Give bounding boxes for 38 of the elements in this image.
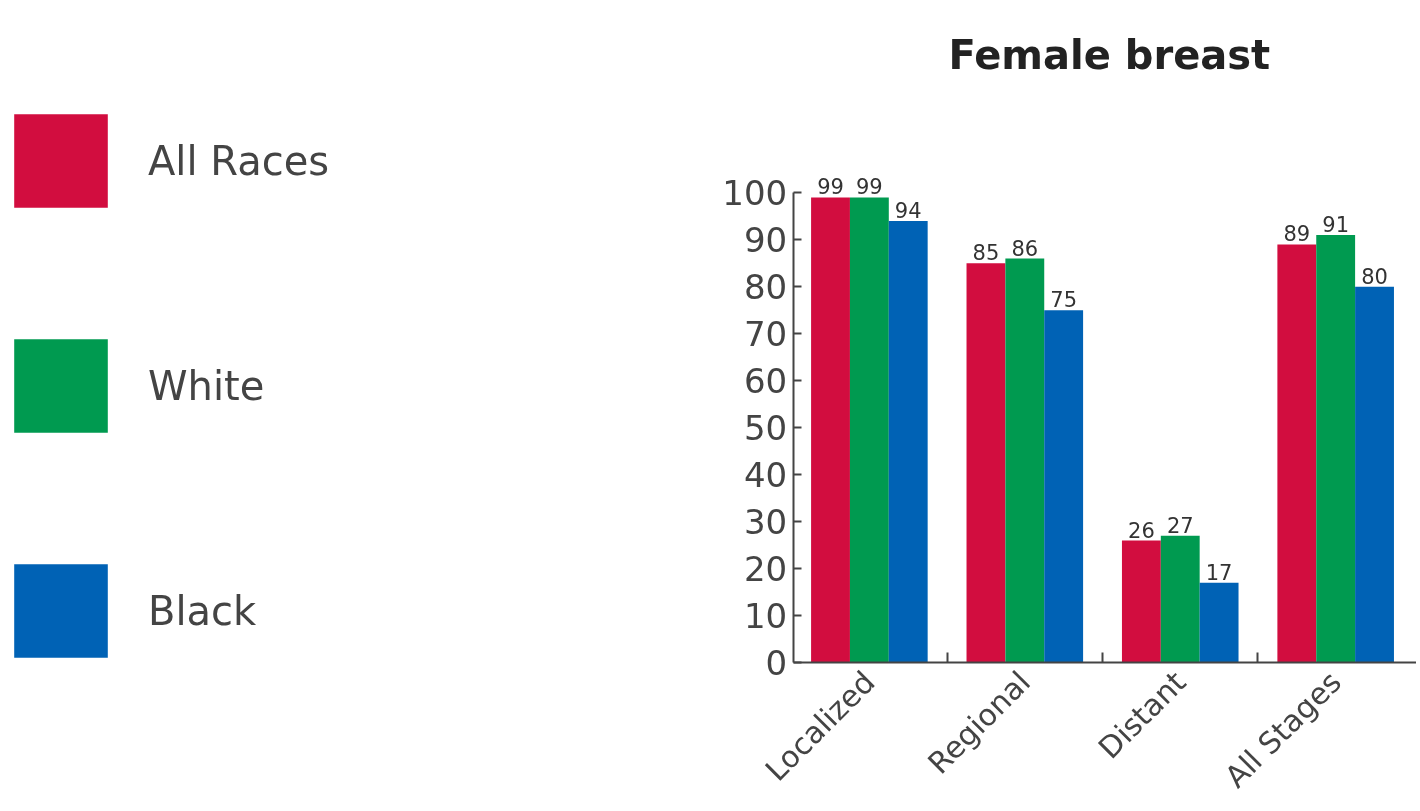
bar — [1044, 310, 1084, 663]
bar — [849, 197, 889, 663]
y-tick-label: 40 — [743, 455, 788, 496]
y-tick-label: 80 — [743, 267, 788, 308]
data-label: 27 — [1166, 513, 1194, 538]
data-label: 99 — [817, 175, 844, 200]
bar — [1160, 535, 1200, 663]
data-label: 91 — [1322, 213, 1350, 238]
legend-label: White — [148, 362, 265, 409]
data-label: 99 — [856, 175, 883, 200]
y-tick-label: 70 — [743, 314, 788, 355]
bar — [966, 263, 1006, 663]
legend-label: All Races — [148, 137, 330, 184]
data-label: 94 — [894, 198, 922, 223]
bar — [888, 220, 928, 663]
y-tick-label: 60 — [743, 361, 788, 402]
data-label: 86 — [1011, 236, 1039, 261]
bar — [1121, 540, 1161, 663]
legend-label: Black — [148, 587, 257, 634]
y-tick-label: 20 — [743, 549, 788, 590]
bar — [811, 197, 850, 663]
bar — [1199, 582, 1239, 663]
y-tick-label: 100 — [722, 173, 788, 214]
chart-title: Female breast — [948, 31, 1271, 78]
y-tick-label: 50 — [743, 408, 788, 449]
data-label: 89 — [1283, 222, 1311, 247]
bar — [1005, 258, 1045, 663]
y-tick-label: 90 — [743, 220, 788, 261]
data-label: 75 — [1050, 288, 1078, 313]
bar — [1277, 244, 1317, 663]
y-tick-label: 10 — [743, 596, 788, 637]
y-tick-label: 30 — [743, 502, 788, 543]
data-label: 26 — [1128, 518, 1155, 543]
data-label: 80 — [1361, 264, 1388, 289]
data-label: 17 — [1205, 560, 1233, 585]
bar — [1355, 286, 1394, 663]
data-label: 85 — [972, 241, 1000, 266]
bar — [1316, 235, 1356, 663]
